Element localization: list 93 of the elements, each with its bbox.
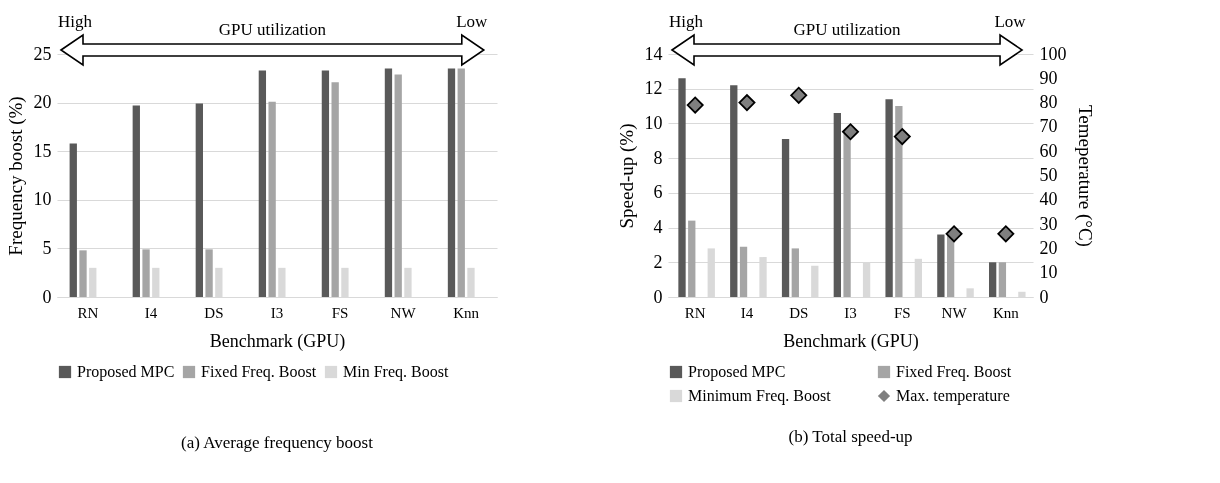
point bbox=[686, 96, 704, 114]
legend-label: Proposed MPC bbox=[77, 363, 175, 381]
y2-tick-label: 30 bbox=[1039, 213, 1058, 234]
y2-tick-label: 90 bbox=[1039, 67, 1058, 88]
point bbox=[738, 94, 756, 112]
y2-axis-title: Temeperature (°C) bbox=[1073, 105, 1096, 247]
x-tick-label: RN bbox=[684, 304, 706, 321]
x-tick-label: FS bbox=[331, 304, 349, 321]
y-axis-title: Frequency boost (%) bbox=[4, 96, 27, 256]
bar bbox=[833, 113, 841, 297]
bar bbox=[678, 78, 686, 297]
point bbox=[893, 128, 911, 146]
x-tick-label: NW bbox=[390, 304, 417, 321]
y-tick-label: 25 bbox=[33, 43, 52, 64]
bar bbox=[79, 250, 87, 297]
text: (a) Average frequency boost bbox=[181, 433, 374, 452]
x-tick-label: I3 bbox=[270, 304, 284, 321]
y-axis-title: Speed-up (%) bbox=[615, 123, 638, 229]
y2-tick-label: 70 bbox=[1039, 116, 1058, 137]
y-tick-label: 0 bbox=[42, 286, 52, 307]
bar bbox=[885, 99, 893, 297]
bar bbox=[791, 248, 799, 297]
bar bbox=[205, 249, 213, 297]
bar bbox=[937, 234, 945, 297]
y-tick-label: 4 bbox=[653, 217, 663, 238]
bar bbox=[895, 106, 903, 297]
x-tick-label: I4 bbox=[740, 304, 754, 321]
bar bbox=[258, 70, 267, 297]
bar bbox=[142, 249, 150, 297]
legend-label: Fixed Freq. Boost bbox=[896, 363, 1012, 381]
x-tick-label: NW bbox=[941, 304, 968, 321]
x-axis-title: Benchmark (GPU) bbox=[209, 330, 346, 352]
bar bbox=[730, 85, 738, 297]
x-tick-label: I4 bbox=[144, 304, 158, 321]
x-tick-label: DS bbox=[204, 304, 224, 321]
y-tick-label: 2 bbox=[653, 251, 663, 272]
y-tick-label: 5 bbox=[42, 237, 52, 258]
y2-tick-label: 20 bbox=[1039, 237, 1058, 258]
text: Low bbox=[456, 12, 488, 31]
point bbox=[790, 86, 808, 104]
bar bbox=[331, 82, 339, 297]
y-tick-label: 6 bbox=[653, 182, 663, 203]
legend-label: Max. temperature bbox=[896, 387, 1010, 405]
y-tick-label: 8 bbox=[653, 147, 663, 168]
bar bbox=[781, 139, 790, 297]
y2-tick-label: 60 bbox=[1039, 140, 1058, 161]
point bbox=[997, 225, 1015, 243]
bar bbox=[69, 143, 77, 297]
point bbox=[842, 123, 859, 141]
bar bbox=[384, 68, 393, 297]
y2-tick-label: 50 bbox=[1039, 165, 1058, 185]
x-tick-label: FS bbox=[893, 304, 911, 321]
text: High bbox=[58, 12, 92, 31]
text: High bbox=[669, 12, 703, 31]
bar bbox=[394, 74, 402, 297]
text: GPU utilization bbox=[218, 20, 326, 39]
bar bbox=[688, 220, 696, 297]
y-tick-label: 15 bbox=[33, 140, 52, 161]
x-tick-label: Knn bbox=[992, 304, 1020, 321]
bar bbox=[843, 133, 851, 297]
y2-tick-label: 10 bbox=[1039, 262, 1058, 283]
x-axis-title: Benchmark (GPU) bbox=[783, 330, 919, 352]
x-tick-label: RN bbox=[77, 304, 99, 321]
bar bbox=[195, 103, 203, 297]
text: (b) Total speed-up bbox=[788, 427, 913, 446]
bar bbox=[457, 68, 465, 297]
y-tick-label: 10 bbox=[33, 189, 52, 210]
bar bbox=[132, 105, 140, 297]
y-tick-label: 12 bbox=[644, 78, 663, 99]
point bbox=[945, 225, 963, 243]
x-tick-label: Knn bbox=[453, 304, 480, 321]
y-tick-label: 10 bbox=[644, 112, 663, 133]
text: Low bbox=[994, 12, 1026, 31]
bar bbox=[321, 70, 330, 297]
y-tick-label: 14 bbox=[644, 43, 663, 64]
text: GPU utilization bbox=[793, 20, 901, 39]
x-tick-label: I3 bbox=[844, 304, 857, 321]
y-tick-label: 20 bbox=[33, 92, 52, 113]
bar bbox=[988, 262, 997, 297]
y2-tick-label: 80 bbox=[1039, 92, 1058, 113]
y2-tick-label: 40 bbox=[1039, 189, 1058, 210]
bar bbox=[447, 68, 456, 297]
legend-label: Proposed MPC bbox=[688, 363, 786, 381]
legend-label: Fixed Freq. Boost bbox=[201, 363, 317, 381]
x-tick-label: DS bbox=[789, 304, 809, 321]
y-tick-label: 0 bbox=[653, 286, 663, 307]
legend-label: Min Freq. Boost bbox=[343, 363, 449, 381]
bar bbox=[998, 262, 1007, 297]
legend-label: Minimum Freq. Boost bbox=[688, 387, 832, 405]
bar bbox=[268, 101, 276, 297]
y2-tick-label: 100 bbox=[1039, 43, 1067, 64]
y2-tick-label: 0 bbox=[1039, 286, 1049, 307]
bar bbox=[739, 246, 748, 297]
